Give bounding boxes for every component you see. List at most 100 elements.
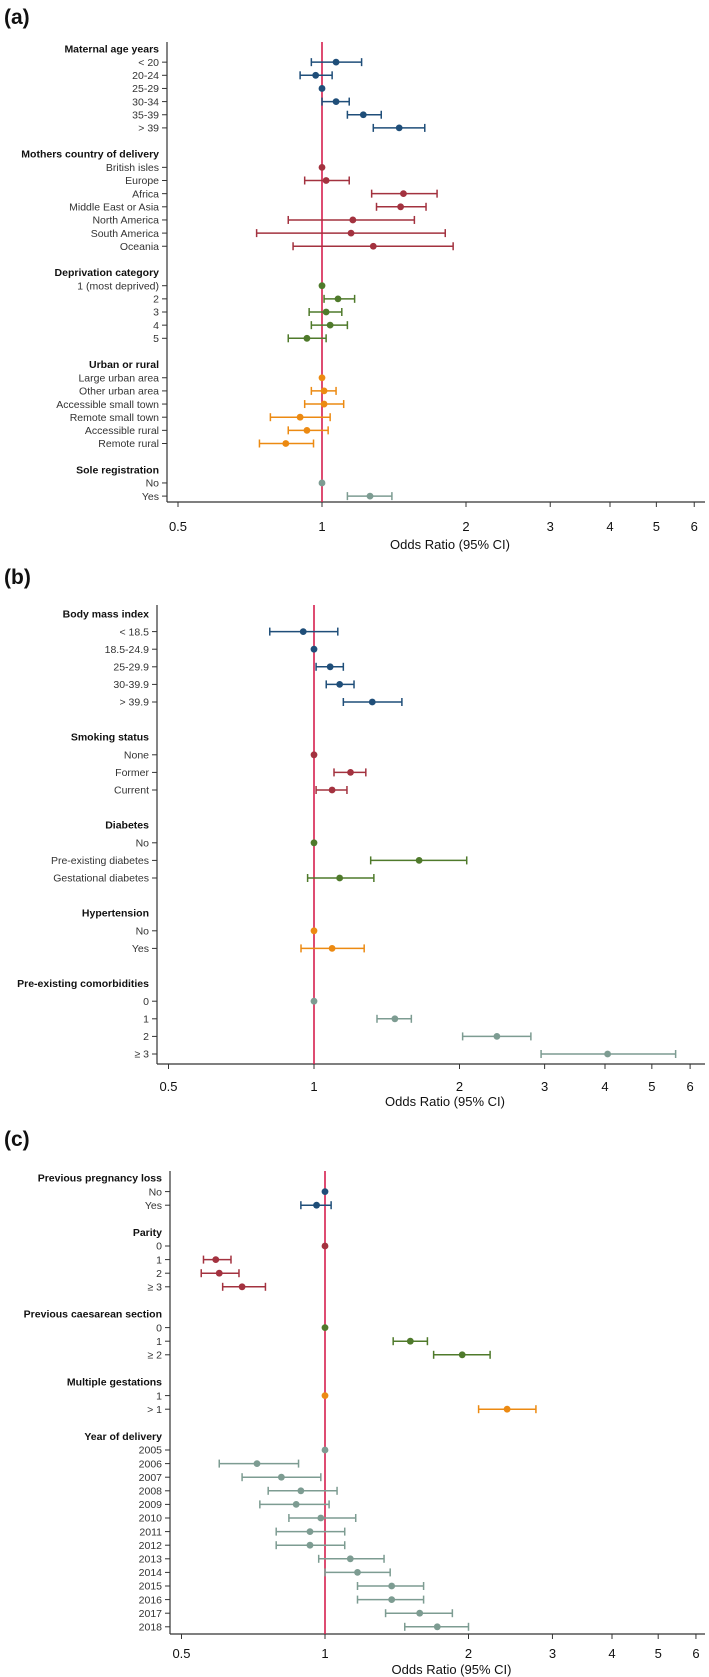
odds-ratio-point bbox=[388, 1582, 396, 1590]
group-header: Mothers country of delivery bbox=[21, 149, 159, 161]
odds-ratio-point bbox=[400, 190, 407, 198]
odds-ratio-point bbox=[328, 786, 336, 794]
odds-ratio-point bbox=[397, 203, 405, 211]
x-tick-label: 3 bbox=[541, 1079, 548, 1094]
odds-ratio-point bbox=[318, 479, 326, 487]
row-label: Remote rural bbox=[98, 438, 159, 450]
odds-ratio-point bbox=[318, 85, 326, 92]
group-header: Parity bbox=[133, 1227, 162, 1239]
x-tick-label: 5 bbox=[648, 1079, 655, 1094]
odds-ratio-point bbox=[215, 1269, 223, 1277]
row-label: No bbox=[146, 478, 160, 490]
odds-ratio-point bbox=[313, 1201, 320, 1209]
odds-ratio-point bbox=[493, 1033, 501, 1040]
odds-ratio-point bbox=[303, 334, 311, 342]
odds-ratio-point bbox=[318, 163, 326, 171]
odds-ratio-point bbox=[391, 1015, 399, 1023]
odds-ratio-point bbox=[332, 98, 340, 105]
panel-label: (a) bbox=[4, 6, 30, 29]
row-label: No bbox=[136, 926, 150, 938]
row-label: North America bbox=[92, 215, 159, 227]
x-tick-label: 3 bbox=[549, 1646, 556, 1661]
group-header: Pre-existing comorbidities bbox=[17, 978, 149, 990]
row-label: 2 bbox=[143, 1031, 149, 1043]
row-label: 2012 bbox=[139, 1540, 163, 1552]
odds-ratio-point bbox=[253, 1460, 261, 1467]
row-label: 2007 bbox=[139, 1472, 163, 1484]
odds-ratio-point bbox=[388, 1596, 396, 1603]
odds-ratio-point bbox=[310, 751, 318, 759]
odds-ratio-point bbox=[320, 387, 328, 395]
x-axis-title: Odds Ratio (95% CI) bbox=[392, 1662, 512, 1677]
row-label: ≥ 2 bbox=[147, 1350, 162, 1362]
row-label: 1 bbox=[156, 1254, 162, 1266]
row-label: 2014 bbox=[139, 1567, 163, 1579]
row-label: Former bbox=[115, 767, 149, 779]
row-label: South America bbox=[91, 228, 159, 240]
row-label: Accessible rural bbox=[85, 425, 159, 437]
row-label: > 1 bbox=[147, 1404, 162, 1416]
row-label: 25-29.9 bbox=[113, 662, 149, 674]
odds-ratio-point bbox=[321, 1392, 329, 1399]
row-label: 0 bbox=[156, 1241, 162, 1253]
row-label: 25-29 bbox=[132, 83, 159, 95]
row-label: 5 bbox=[153, 333, 159, 345]
odds-ratio-point bbox=[312, 71, 320, 79]
x-tick-label: 5 bbox=[655, 1646, 662, 1661]
odds-ratio-point bbox=[306, 1541, 314, 1549]
odds-ratio-point bbox=[332, 58, 340, 66]
x-tick-label: 4 bbox=[601, 1079, 608, 1094]
row-label: Yes bbox=[145, 1200, 162, 1212]
odds-ratio-point bbox=[503, 1405, 511, 1413]
odds-ratio-point bbox=[318, 374, 326, 382]
odds-ratio-point bbox=[458, 1351, 466, 1359]
row-label: 0 bbox=[143, 996, 149, 1008]
odds-ratio-point bbox=[354, 1569, 361, 1576]
row-label: 2017 bbox=[139, 1608, 163, 1620]
x-tick-label: 3 bbox=[547, 519, 554, 534]
odds-ratio-point bbox=[395, 124, 403, 132]
group-header: Diabetes bbox=[105, 820, 149, 832]
odds-ratio-point bbox=[282, 440, 290, 447]
odds-ratio-point bbox=[326, 321, 334, 329]
x-tick-label: 2 bbox=[456, 1079, 463, 1094]
odds-ratio-point bbox=[310, 997, 318, 1005]
odds-ratio-point bbox=[321, 1446, 329, 1454]
x-tick-label: 0.5 bbox=[159, 1079, 177, 1094]
odds-ratio-point bbox=[303, 426, 311, 434]
odds-ratio-point bbox=[328, 945, 336, 952]
row-label: 2 bbox=[153, 294, 159, 306]
row-label: Large urban area bbox=[78, 372, 159, 384]
row-label: Other urban area bbox=[79, 386, 159, 398]
row-label: 2011 bbox=[139, 1526, 162, 1538]
row-label: 4 bbox=[153, 320, 159, 332]
odds-ratio-point bbox=[277, 1473, 285, 1481]
odds-ratio-point bbox=[212, 1256, 220, 1263]
row-label: 1 bbox=[143, 1014, 149, 1026]
odds-ratio-point bbox=[326, 663, 334, 671]
row-label: 1 bbox=[156, 1336, 162, 1348]
row-label: No bbox=[136, 838, 150, 850]
row-label: 2006 bbox=[139, 1458, 163, 1470]
row-label: Oceania bbox=[120, 241, 159, 253]
odds-ratio-point bbox=[310, 927, 318, 935]
group-header: Previous pregnancy loss bbox=[38, 1173, 162, 1185]
odds-ratio-point bbox=[334, 295, 342, 303]
row-label: 2008 bbox=[139, 1486, 163, 1498]
odds-ratio-point bbox=[604, 1050, 612, 1058]
odds-ratio-point bbox=[349, 216, 357, 224]
panel-label: (b) bbox=[4, 566, 31, 589]
row-label: > 39.9 bbox=[120, 697, 150, 709]
row-label: Yes bbox=[142, 491, 159, 503]
x-tick-label: 4 bbox=[606, 519, 613, 534]
x-tick-label: 1 bbox=[310, 1079, 317, 1094]
row-label: 1 (most deprived) bbox=[77, 280, 159, 292]
x-tick-label: 6 bbox=[691, 519, 698, 534]
row-label: 2009 bbox=[139, 1499, 163, 1511]
row-label: Accessible small town bbox=[56, 399, 159, 411]
x-tick-label: 0.5 bbox=[172, 1646, 190, 1661]
odds-ratio-point bbox=[292, 1501, 300, 1508]
row-label: 2016 bbox=[139, 1594, 163, 1606]
